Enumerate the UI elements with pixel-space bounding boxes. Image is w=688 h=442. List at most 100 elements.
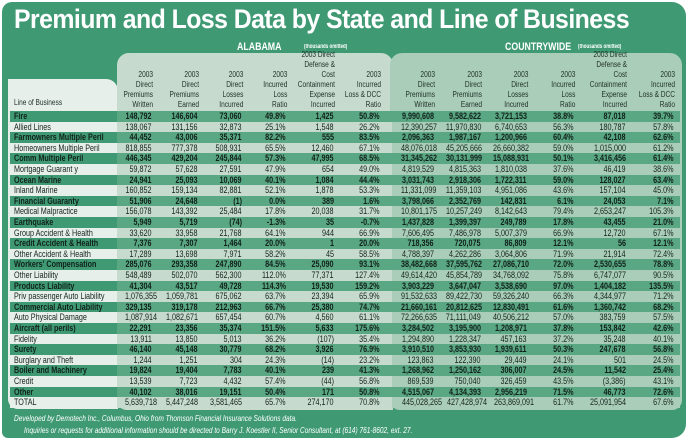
cell-text: (14) — [321, 354, 334, 365]
cell-text: 1,082,671 — [165, 312, 198, 323]
countrywide-value-cell: 3,721,153 — [484, 111, 527, 122]
cell-text: 26,660,382 — [493, 142, 530, 153]
alabama-value-cell: 114.3% — [245, 281, 286, 292]
cell-text: 23,394 — [311, 291, 334, 302]
countrywide-value-cell: 427,428,974 — [437, 397, 487, 408]
row-background — [10, 397, 117, 408]
countrywide-value-cell: 3,538,690 — [484, 281, 527, 292]
table-row: Auto Physical Damage 1,087,914 1,082,671 65… — [10, 312, 680, 323]
cell-text: 3,064,806 — [494, 248, 527, 259]
cell-text: 27,591 — [219, 164, 242, 174]
cell-text: 66.9% — [359, 227, 380, 238]
cell-text: 21,660,161 — [401, 301, 438, 312]
row-background — [392, 206, 680, 217]
cell-text: 30,779 — [219, 344, 242, 355]
cell-text: 3,195,900 — [448, 323, 481, 333]
cell-text: 2,956,219 — [494, 386, 527, 397]
cell-text: 46,773 — [603, 386, 626, 397]
row-background — [117, 386, 392, 398]
cell-text: 10,801,175 — [401, 206, 438, 217]
cell-text: 50.8% — [359, 111, 380, 121]
cell-text: 1,200,966 — [494, 132, 527, 143]
cell-text: 43.5% — [553, 376, 574, 386]
alabama-value-cell: (74) — [201, 217, 242, 228]
table-row: Other 40,102 38,016 19,151 50.4% 171 50.8% 4,51… — [10, 386, 680, 398]
cell-text: 3,538,690 — [494, 280, 527, 291]
cell-text: 508,931 — [215, 142, 242, 153]
cell-text: 20.0% — [265, 238, 286, 249]
countrywide-column-header: 2003 Incurred Loss Ratio — [530, 56, 575, 110]
countrywide-value-cell: 457,163 — [484, 334, 527, 345]
cell-text: 45 — [325, 248, 334, 259]
row-background — [10, 248, 117, 260]
cell-text: 6.1% — [557, 195, 574, 206]
alabama-value-cell: 45,148 — [155, 344, 198, 355]
alabama-value-cell: 36.2% — [245, 334, 286, 345]
cell-text: 38.6% — [653, 164, 674, 174]
cell-text: 25,380 — [311, 301, 334, 312]
cell-text: 25,093 — [175, 174, 198, 185]
alabama-value-cell: 1,548 — [289, 122, 334, 133]
cell-text: Inland Marine — [14, 185, 58, 196]
row-background — [10, 164, 117, 175]
alabama-units-note: (thousands omitted) — [304, 44, 348, 50]
alabama-value-cell: 1,244 — [117, 355, 152, 366]
row-background — [392, 386, 680, 398]
alabama-column-header: 2003 Direct Premiums Earned — [155, 56, 199, 110]
alabama-value-cell: 51,906 — [117, 196, 152, 207]
alabama-value-cell: 27,591 — [201, 164, 242, 175]
table-row: Allied Lines 138,067 131,156 32,873 25.1% 1,5… — [10, 121, 680, 133]
countrywide-value-cell: 4,262,286 — [437, 249, 481, 260]
cell-text: 319,178 — [171, 301, 198, 312]
cell-text: 143,392 — [171, 206, 198, 217]
countrywide-value-cell: 4,819,529 — [392, 164, 434, 175]
countrywide-value-cell: 12,830,491 — [484, 302, 529, 313]
cell-text: 127.4% — [355, 270, 380, 280]
row-background — [10, 111, 117, 122]
cell-text: 146,604 — [171, 111, 198, 121]
countrywide-value-cell: 750,040 — [437, 376, 481, 387]
line-of-business-cell: Aircraft (all perils) — [14, 323, 91, 334]
table-row: Group Accident & Health 33,620 33,958 21,76… — [10, 227, 680, 239]
countrywide-value-cell: 718,356 — [392, 238, 434, 249]
table-row: Medical Malpractice 156,078 143,392 25,484 1… — [10, 206, 680, 217]
countrywide-value-cell: 3,853,930 — [437, 344, 481, 355]
cell-text: 245,844 — [215, 153, 242, 164]
alabama-value-cell: 502,070 — [155, 270, 198, 281]
line-of-business-cell: Other — [14, 387, 38, 398]
cell-text: 24,053 — [603, 195, 626, 206]
countrywide-value-cell: 3,031,743 — [392, 175, 434, 186]
cell-text: 46,419 — [603, 164, 626, 174]
countrywide-value-cell: 71.2% — [629, 291, 674, 302]
countrywide-value-cell: 6,747,077 — [577, 270, 626, 281]
cell-text: 40.1% — [265, 174, 286, 185]
countrywide-value-cell: 4,515,067 — [392, 387, 434, 398]
row-background — [117, 312, 392, 323]
cell-text: 1,437,828 — [401, 217, 434, 227]
alabama-value-cell: 329,135 — [117, 302, 152, 313]
countrywide-value-cell: 50.1% — [530, 153, 574, 164]
table-row: Mortgage Guarant y 59,872 57,628 27,591 47.9… — [10, 164, 680, 175]
table-row: Fidelity 13,911 13,850 5,013 36.2% (107) 35.4%… — [10, 333, 680, 345]
alabama-value-cell: 58.2% — [245, 249, 286, 260]
row-background — [117, 206, 392, 217]
cell-text: 75.8% — [553, 270, 574, 280]
row-background — [117, 132, 392, 143]
cell-text: 77,371 — [311, 270, 334, 280]
cell-text: 5,013 — [223, 333, 242, 344]
cell-text: Priv passenger Auto Liability — [14, 291, 105, 302]
cell-text: 501 — [613, 354, 626, 365]
countrywide-value-cell: 40.1% — [629, 334, 674, 345]
cell-text: 427,428,974 — [447, 397, 488, 408]
row-background — [117, 227, 392, 239]
alabama-value-cell: 446,345 — [117, 153, 152, 164]
alabama-value-cell: 40.1% — [245, 365, 286, 376]
line-of-business-cell: Ocean Marine — [14, 175, 73, 186]
line-of-business-cell: Earthquake — [14, 217, 63, 228]
cell-text: 29,449 — [504, 354, 527, 365]
table-row: Fire 148,792 146,604 73,060 49.8% 1,425 50.8% 9… — [10, 111, 680, 122]
table-row: Credit 13,539 7,723 4,432 57.4% (44) 56.8% 869,… — [10, 376, 680, 387]
cell-text: 445,028,265 — [402, 397, 443, 408]
alabama-value-cell: 59,872 — [117, 164, 152, 175]
alabama-value-cell: 77,371 — [289, 270, 334, 281]
